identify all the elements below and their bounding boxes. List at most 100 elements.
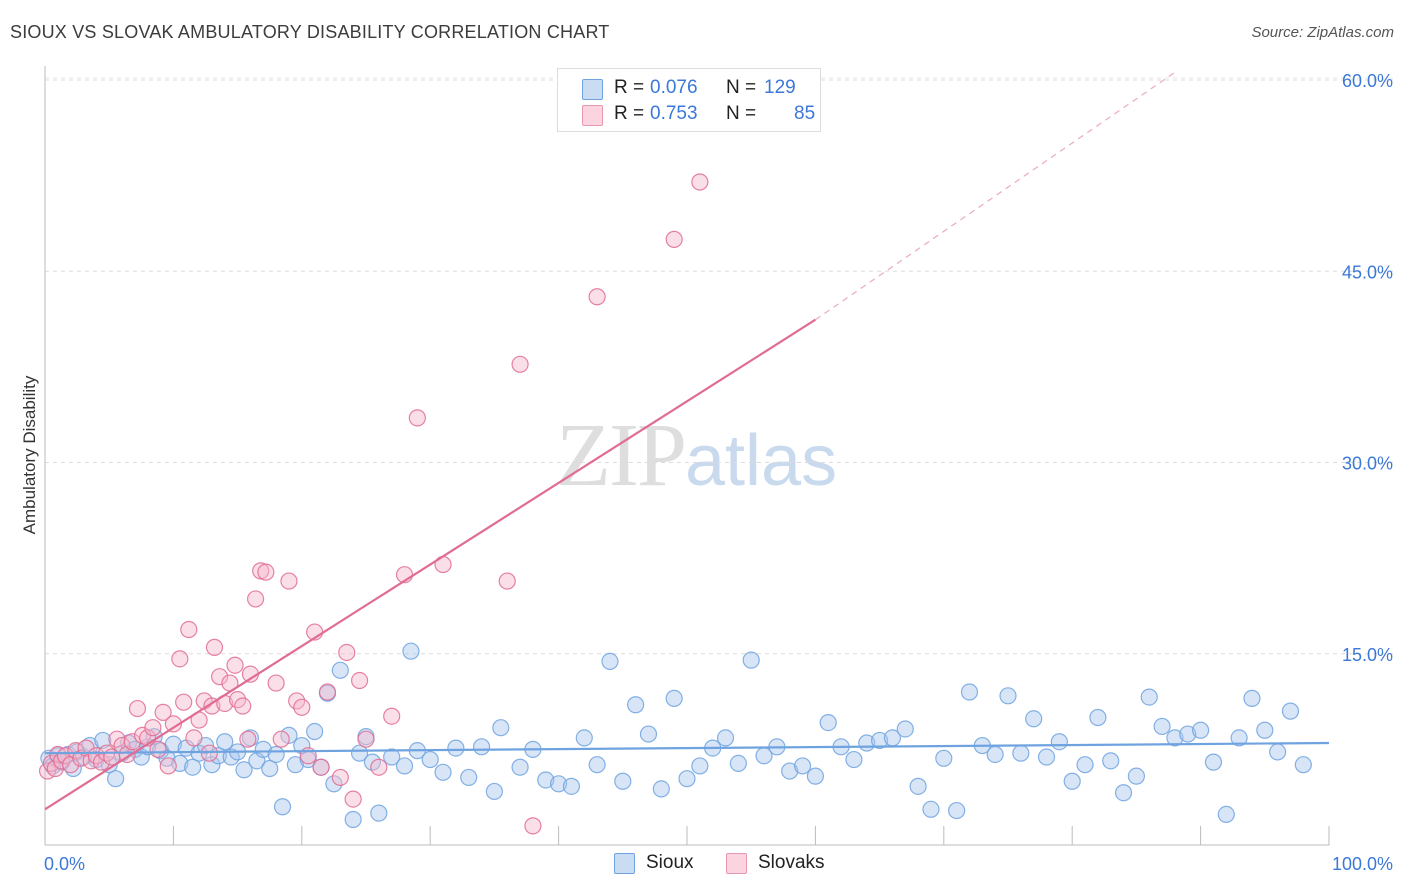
sioux-point — [350, 744, 369, 762]
sioux-point — [1269, 743, 1287, 761]
sioux-point — [383, 748, 401, 766]
axis-layer — [44, 66, 1330, 846]
sioux-point — [716, 729, 735, 747]
slovaks-trend-line-extension — [815, 71, 1176, 321]
sioux-point — [1025, 710, 1043, 728]
sioux-point — [1281, 702, 1300, 720]
sioux-point — [492, 719, 510, 737]
sioux-point — [999, 687, 1017, 705]
legend-swatch-slovaks — [582, 105, 603, 126]
sioux-point — [1243, 689, 1261, 707]
sioux-point — [1256, 721, 1274, 739]
slovaks-point — [226, 656, 244, 674]
slovaks-point — [267, 674, 285, 692]
chart-title: SIOUX VS SLOVAK AMBULATORY DISABILITY CO… — [10, 22, 610, 42]
sioux-point — [549, 775, 568, 793]
y-tick-label: 30.0% — [1342, 454, 1393, 474]
slovaks-point — [331, 768, 349, 787]
slovaks-point — [344, 790, 362, 808]
sioux-point — [1114, 784, 1133, 802]
sioux-point — [935, 749, 953, 767]
y-tick-label: 60.0% — [1342, 71, 1393, 91]
slovaks-point — [350, 671, 369, 690]
x-tick-label: 100.0% — [1332, 854, 1393, 874]
sioux-point — [729, 754, 747, 773]
sioux-point — [1153, 717, 1171, 736]
sioux-point — [216, 733, 234, 751]
slovaks-point — [257, 563, 275, 581]
source-text: Source: ZipAtlas.com — [1251, 24, 1394, 41]
slovaks-point — [159, 757, 177, 775]
sioux-point — [1230, 729, 1248, 747]
sioux-point — [1037, 748, 1056, 766]
slovaks-point — [154, 703, 172, 722]
slovaks-point — [200, 744, 218, 762]
sioux-point — [184, 758, 202, 776]
y-tick-label: 45.0% — [1342, 262, 1393, 282]
slovaks-point — [246, 590, 265, 608]
slovaks-point — [318, 683, 337, 701]
sioux-point — [601, 652, 619, 671]
sioux-point — [986, 745, 1004, 764]
sioux-point — [781, 762, 799, 780]
legend-r-label: R = — [614, 103, 645, 124]
sioux-point — [1179, 725, 1197, 743]
slovaks-point — [272, 730, 290, 748]
legend-swatch-sioux — [614, 853, 635, 874]
sioux-point — [1076, 756, 1094, 774]
sioux-point — [1191, 721, 1210, 739]
slovaks-point — [383, 707, 401, 725]
sioux-point — [472, 738, 491, 756]
legend-label-sioux: Sioux — [646, 852, 694, 873]
legend-n-value: 85 — [794, 103, 816, 124]
sioux-point — [1050, 733, 1068, 751]
grid-layer — [45, 77, 1395, 655]
sioux-point — [627, 696, 645, 714]
slovaks-point — [234, 697, 252, 715]
sioux-point — [1204, 753, 1223, 771]
sioux-point — [421, 750, 439, 769]
slovaks-point — [180, 620, 198, 639]
slovaks-trend-line — [44, 318, 816, 811]
sioux-point — [614, 772, 632, 790]
slovaks-point — [338, 643, 356, 662]
trend-layer — [44, 71, 1330, 811]
sioux-point — [286, 756, 304, 774]
slovaks-point — [498, 572, 516, 590]
sioux-point — [107, 770, 125, 788]
legend-r-value: 0.753 — [650, 103, 698, 124]
sioux-point — [909, 777, 927, 795]
sioux-point — [94, 731, 112, 750]
sioux-point — [280, 726, 298, 744]
sioux-point — [1166, 729, 1184, 747]
legend-r-value: 0.076 — [650, 77, 698, 98]
sioux-point — [896, 720, 914, 738]
sioux-point — [511, 758, 529, 776]
sioux-point — [665, 689, 683, 707]
sioux-point — [1089, 708, 1107, 727]
slovaks-point — [588, 288, 606, 306]
sioux-point — [402, 642, 420, 660]
sioux-point — [588, 756, 606, 774]
sioux-point — [806, 767, 825, 785]
slovaks-point — [171, 650, 189, 668]
slovaks-point — [511, 355, 529, 373]
y-tick-label: 15.0% — [1342, 645, 1393, 665]
slovaks-point — [665, 230, 683, 248]
sioux-point — [742, 651, 760, 669]
sioux-point — [254, 740, 272, 758]
watermark-zip: ZIP — [556, 406, 687, 505]
legend-label-slovaks: Slovaks — [758, 852, 825, 873]
sioux-point — [370, 804, 388, 822]
labels-layer: 15.0% 30.0% 45.0% 60.0% 0.0% 100.0% Ambulatory… — [20, 71, 1393, 874]
sioux-point — [678, 770, 696, 788]
sioux-point — [639, 725, 658, 743]
sioux-point — [344, 810, 362, 829]
sioux-point — [948, 801, 966, 820]
y-axis-title: Ambulatory Disability — [20, 375, 39, 534]
legend-swatch-slovaks — [726, 853, 747, 874]
sioux-point — [273, 798, 292, 816]
sioux-point — [1140, 688, 1158, 706]
sioux-point — [447, 739, 465, 757]
legend-n-label: N = — [726, 77, 757, 98]
